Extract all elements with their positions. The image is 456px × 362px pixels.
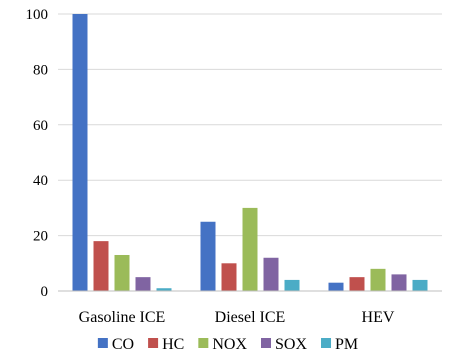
legend-item-co: CO [97,336,134,353]
bar-co-1 [200,221,216,291]
bar-pm-1 [284,279,300,291]
x-category-label: HEV [362,309,395,326]
legend-item-nox: NOX [198,336,247,353]
bar-hc-1 [221,263,237,291]
bar-sox-2 [391,274,407,291]
legend-swatch [198,338,209,348]
bar-nox-2 [370,268,386,291]
legend: CO HC NOX SOX PM [97,336,358,353]
gridlines [58,13,442,237]
bar-pm-0 [156,288,172,291]
bar-nox-1 [242,207,258,291]
y-tick-label: 20 [33,229,48,245]
bar-hc-0 [93,241,109,291]
legend-item-sox: SOX [261,336,307,353]
legend-item-pm: PM [321,336,358,353]
legend-label: SOX [275,336,307,353]
legend-swatch [261,338,271,348]
y-tick-label: 40 [33,173,48,189]
bar-pm-2 [412,279,428,291]
bar-co-0 [72,14,88,291]
x-category-label: Diesel ICE [215,309,286,326]
y-tick-label: 80 [33,62,48,78]
bar-sox-0 [135,277,151,291]
y-tick-label: 60 [33,118,48,134]
bar-hc-2 [349,277,365,291]
bars [72,14,428,291]
y-tick-label: 100 [26,7,49,23]
legend-label: NOX [212,336,247,353]
x-axis-categories: Gasoline ICE Diesel ICE HEV [79,309,395,326]
bar-nox-0 [114,254,130,291]
bar-sox-1 [263,257,279,291]
legend-label: CO [112,336,134,353]
bar-co-2 [328,282,344,291]
legend-swatch [321,338,332,348]
x-category-label: Gasoline ICE [79,309,166,326]
y-axis-ticks: 0 20 40 60 80 100 [26,7,49,300]
legend-item-hc: HC [148,336,184,353]
legend-label: PM [335,336,358,353]
legend-swatch [97,338,108,348]
legend-label: HC [162,336,184,353]
y-tick-label: 0 [41,284,49,300]
legend-swatch [148,338,159,348]
